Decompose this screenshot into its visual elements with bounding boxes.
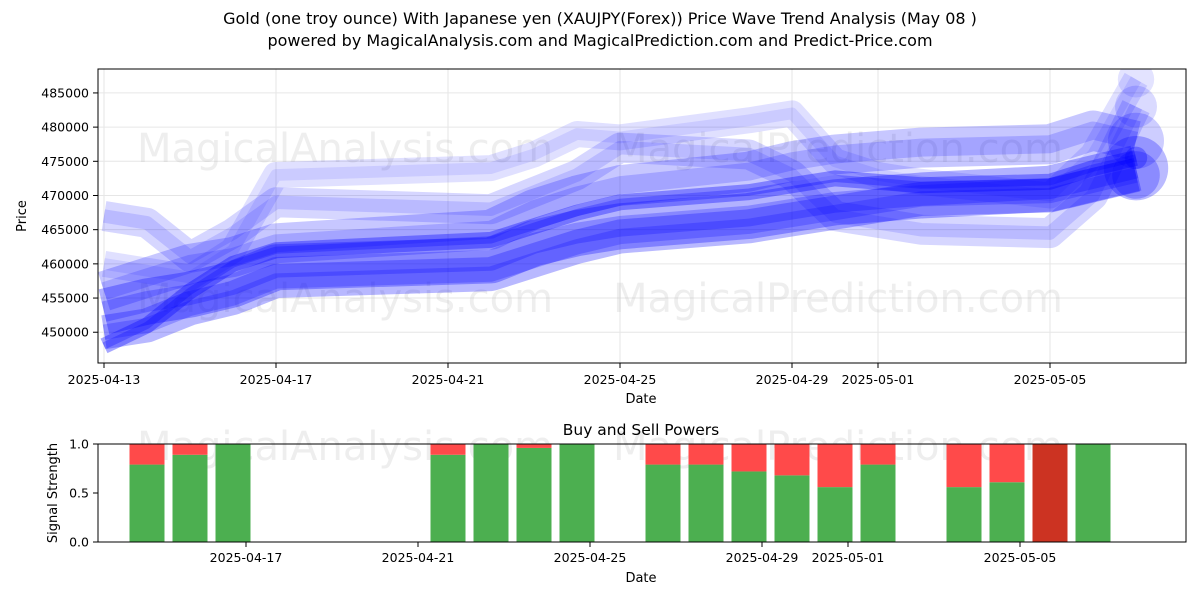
sell-bar-0 — [129, 444, 165, 465]
buy-bar-6 — [559, 444, 595, 542]
price-xtick-label-3: 2025-04-25 — [584, 372, 657, 387]
price-xtick-label-2: 2025-04-21 — [412, 372, 485, 387]
power-xlabel: Date — [625, 571, 656, 586]
buy-bar-0 — [129, 464, 165, 542]
buy-bar-4 — [473, 444, 509, 542]
wave-end-marker-2 — [1108, 112, 1164, 169]
price-ytick-label-1: 455000 — [41, 291, 89, 306]
power-xtick-label-5: 2025-05-05 — [984, 550, 1057, 565]
price-grid — [98, 69, 1186, 363]
price-waves — [98, 69, 1169, 354]
buy-bar-10 — [774, 475, 810, 542]
price-ytick-label-3: 465000 — [41, 222, 89, 237]
wave-series-3 — [101, 72, 1148, 291]
wave-end-marker-5 — [1124, 146, 1148, 170]
sell-bar-5 — [516, 444, 552, 448]
price-axes: 450000 455000 460000 465000 470000 475000 4800… — [41, 85, 1086, 387]
price-xtick-label-5: 2025-05-01 — [842, 372, 915, 387]
wave-series-2 — [98, 110, 1141, 311]
wave-core-2 — [101, 121, 1139, 300]
wave-end-marker-0 — [1103, 135, 1169, 201]
wave-core-3 — [103, 76, 1142, 284]
chart-title-line1: Gold (one troy ounce) With Japanese yen … — [223, 9, 977, 28]
power-title: Buy and Sell Powers — [563, 421, 720, 439]
power-ytick-label-0: 0.0 — [69, 535, 89, 550]
sell-bar-1 — [172, 444, 208, 455]
price-ytick-label-6: 480000 — [41, 120, 89, 135]
power-axes: 0.0 0.5 1.0 2025-04-17 2025-04-21 2025-04-25 2… — [69, 437, 1056, 566]
wave-end-marker-1 — [1112, 151, 1160, 199]
price-xtick-label-1: 2025-04-17 — [240, 372, 313, 387]
buy-bar-5 — [516, 447, 552, 542]
buy-bar-8 — [688, 464, 724, 542]
price-plot-frame — [97, 68, 1187, 364]
sell-bar-10 — [774, 444, 810, 476]
power-xtick-label-1: 2025-04-21 — [382, 550, 455, 565]
power-xtick-label-2: 2025-04-25 — [554, 550, 627, 565]
buy-bar-1 — [172, 454, 208, 542]
wave-core-0 — [101, 158, 1139, 322]
price-ytick-label-7: 485000 — [41, 85, 89, 100]
buy-bar-12 — [860, 464, 896, 542]
price-ytick-label-0: 450000 — [41, 325, 89, 340]
price-ytick-label-2: 460000 — [41, 256, 89, 271]
sell-bar-12 — [860, 444, 896, 465]
watermark-analysis-top: MagicalAnalysis.com — [137, 126, 553, 172]
buy-bar-11 — [817, 487, 853, 542]
wave-series-4 — [101, 100, 1150, 272]
buy-bar-13 — [946, 487, 982, 542]
price-xtick-label-6: 2025-05-05 — [1014, 372, 1087, 387]
power-bars — [129, 444, 1111, 542]
buy-bar-2 — [215, 444, 251, 542]
buy-bar-7 — [645, 464, 681, 542]
wave-series-5 — [100, 150, 1138, 354]
watermark-analysis-mid: MagicalAnalysis.com — [137, 276, 553, 322]
watermark-prediction-top: MagicalPrediction.com — [613, 126, 1063, 172]
wave-series-1 — [101, 158, 1140, 349]
price-xlabel: Date — [625, 392, 656, 407]
sell-bar-9 — [731, 444, 767, 472]
wave-series-0 — [98, 145, 1142, 335]
power-ytick-label-2: 1.0 — [69, 437, 89, 452]
power-ylabel: Signal Strength — [46, 443, 61, 543]
price-ytick-label-5: 475000 — [41, 154, 89, 169]
wave-core-1 — [102, 167, 1138, 340]
watermark-prediction-mid: MagicalPrediction.com — [613, 276, 1063, 322]
sell-bar-7 — [645, 444, 681, 465]
buy-bar-3 — [430, 454, 466, 542]
price-xtick-label-0: 2025-04-13 — [68, 372, 141, 387]
price-ylabel: Price — [15, 200, 30, 232]
sell-bar-3 — [430, 444, 466, 455]
power-xtick-label-3: 2025-04-29 — [726, 550, 799, 565]
wave-core-5 — [102, 154, 1137, 350]
wave-end-marker-3 — [1117, 69, 1155, 98]
buy-bar-9 — [731, 471, 767, 542]
wave-core-4 — [102, 103, 1143, 264]
sell-bar-8 — [688, 444, 724, 465]
sell-bar-13 — [946, 444, 982, 488]
buy-bar-16 — [1075, 444, 1111, 542]
sell-bar-14 — [989, 444, 1025, 483]
wave-end-marker-4 — [1115, 85, 1157, 128]
power-xtick-label-4: 2025-05-01 — [812, 550, 885, 565]
price-ytick-label-4: 470000 — [41, 188, 89, 203]
chart-title-line2: powered by MagicalAnalysis.com and Magic… — [267, 31, 933, 50]
price-xtick-label-4: 2025-04-29 — [756, 372, 829, 387]
power-ytick-label-1: 0.5 — [69, 486, 89, 501]
sell-bar-11 — [817, 444, 853, 488]
sell-bar-15 — [1032, 444, 1068, 542]
power-xtick-label-0: 2025-04-17 — [210, 550, 283, 565]
buy-bar-14 — [989, 482, 1025, 542]
